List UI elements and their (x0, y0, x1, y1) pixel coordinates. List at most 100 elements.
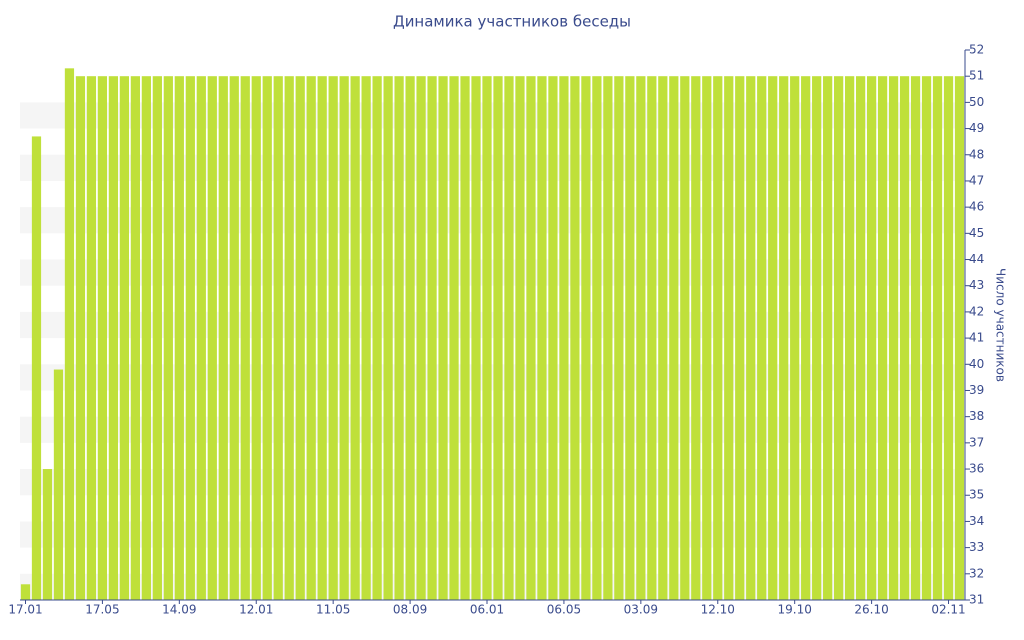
y-axis-title: Число участников (994, 268, 1008, 382)
bar (449, 76, 459, 600)
y-tick-label: 45 (969, 226, 984, 240)
bar (97, 76, 108, 600)
x-tick-label: 26.10 (854, 603, 888, 617)
bar (801, 76, 811, 600)
bar (86, 76, 97, 600)
bar (317, 76, 327, 600)
bar (438, 76, 448, 600)
y-tick-label: 47 (969, 173, 984, 187)
y-tick-label: 31 (969, 593, 984, 607)
bar (932, 76, 943, 600)
x-tick-label: 17.05 (85, 603, 119, 617)
bar (899, 76, 910, 600)
bar (757, 76, 767, 600)
y-tick-label: 42 (969, 304, 984, 318)
bar (559, 76, 569, 600)
y-tick-label: 40 (969, 357, 984, 371)
x-tick-label: 02.11 (931, 603, 965, 617)
bar (614, 76, 624, 600)
bar (416, 76, 426, 600)
bar (306, 76, 316, 600)
bar (152, 76, 162, 600)
chart-title: Динамика участников беседы (393, 13, 631, 31)
bar (339, 76, 349, 600)
bar (735, 76, 745, 600)
y-tick-label: 50 (969, 95, 984, 109)
bar (921, 76, 932, 600)
bar (119, 76, 130, 600)
bar (372, 76, 382, 600)
x-tick-label: 11.05 (316, 603, 350, 617)
bar (603, 76, 613, 600)
bar (53, 369, 64, 600)
bar (383, 76, 393, 600)
bar (405, 76, 415, 600)
bar (482, 76, 492, 600)
bar (240, 76, 250, 600)
bar (910, 76, 921, 600)
bar (768, 76, 778, 600)
bar (64, 68, 75, 601)
bar (75, 76, 86, 600)
bar (779, 76, 789, 600)
y-tick-label: 33 (969, 540, 984, 554)
bar (251, 76, 261, 600)
bar (427, 76, 437, 600)
bar (834, 76, 844, 600)
bar (504, 76, 514, 600)
bar (218, 76, 228, 600)
x-tick-label: 17.01 (8, 603, 42, 617)
bar (888, 76, 899, 600)
bar (284, 76, 294, 600)
y-tick-label: 48 (969, 147, 984, 161)
bar (845, 76, 855, 600)
bar (350, 76, 360, 600)
x-tick-label: 03.09 (624, 603, 658, 617)
bar (42, 469, 53, 600)
y-tick-label: 43 (969, 278, 984, 292)
bar (295, 76, 305, 600)
x-tick-label: 06.05 (547, 603, 581, 617)
bar (471, 76, 481, 600)
x-tick-label: 12.10 (701, 603, 735, 617)
y-tick-label: 51 (969, 69, 984, 83)
bar (526, 76, 536, 600)
bar (163, 76, 173, 600)
x-tick-label: 19.10 (778, 603, 812, 617)
y-tick-label: 44 (969, 252, 984, 266)
x-tick-label: 08.09 (393, 603, 427, 617)
y-tick-label: 37 (969, 435, 984, 449)
bar (460, 76, 470, 600)
bar (185, 76, 195, 600)
bar (328, 76, 338, 600)
bar (943, 76, 954, 600)
y-tick-label: 41 (969, 331, 984, 345)
bar (658, 76, 668, 600)
bar (174, 76, 184, 600)
bar (746, 76, 756, 600)
bar (581, 76, 591, 600)
bar (515, 76, 525, 600)
bar (273, 76, 283, 600)
bar (537, 76, 547, 600)
y-tick-label: 49 (969, 121, 984, 135)
bar (669, 76, 679, 600)
bar (207, 76, 217, 600)
bar (548, 76, 558, 600)
bar (229, 76, 239, 600)
x-tick-label: 06.01 (470, 603, 504, 617)
bar (812, 76, 822, 600)
bar (141, 76, 151, 600)
bar (855, 76, 866, 600)
bar (20, 584, 31, 600)
y-tick-label: 38 (969, 409, 984, 423)
bar (130, 76, 140, 600)
bar (702, 76, 712, 600)
x-tick-label: 14.09 (162, 603, 196, 617)
y-tick-label: 36 (969, 462, 984, 476)
bar (647, 76, 657, 600)
bar (361, 76, 371, 600)
bar (954, 76, 965, 600)
y-tick-label: 32 (969, 566, 984, 580)
bar (790, 76, 800, 600)
